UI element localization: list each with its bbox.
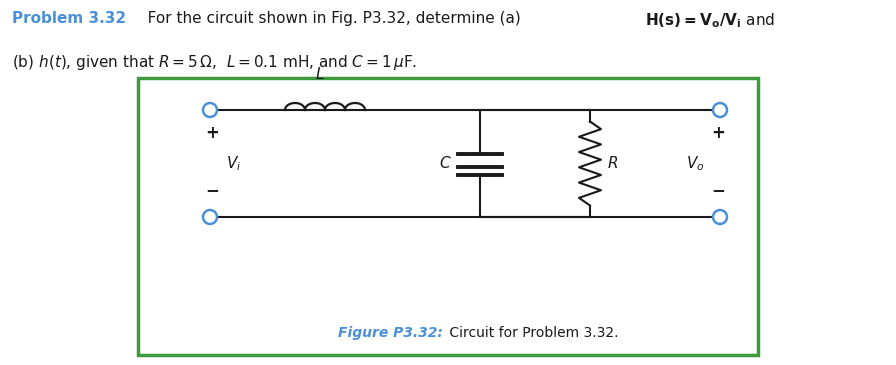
Circle shape <box>203 103 217 117</box>
Text: +: + <box>711 124 725 142</box>
Text: C: C <box>439 156 450 171</box>
Text: −: − <box>711 181 725 199</box>
Text: $\mathbf{H(s) = V_o/V_i}$ and: $\mathbf{H(s) = V_o/V_i}$ and <box>645 11 775 30</box>
Text: $V_i$: $V_i$ <box>226 154 241 173</box>
Text: Figure P3.32:: Figure P3.32: <box>338 326 443 340</box>
Text: (b) $h(t)$, given that $R = 5\,\Omega$,  $L = 0.1$ mH, and $C = 1\,\mu$F.: (b) $h(t)$, given that $R = 5\,\Omega$, … <box>12 53 417 72</box>
Text: −: − <box>205 181 219 199</box>
Bar <box>138 78 758 355</box>
Circle shape <box>713 103 727 117</box>
Text: For the circuit shown in Fig. P3.32, determine (a): For the circuit shown in Fig. P3.32, det… <box>133 11 525 26</box>
Circle shape <box>203 210 217 224</box>
Text: Problem 3.32: Problem 3.32 <box>12 11 125 26</box>
Text: R: R <box>608 156 618 171</box>
Text: L: L <box>315 67 324 82</box>
Circle shape <box>713 210 727 224</box>
Text: $V_o$: $V_o$ <box>685 154 704 173</box>
Text: +: + <box>205 124 219 142</box>
Text: Circuit for Problem 3.32.: Circuit for Problem 3.32. <box>445 326 618 340</box>
